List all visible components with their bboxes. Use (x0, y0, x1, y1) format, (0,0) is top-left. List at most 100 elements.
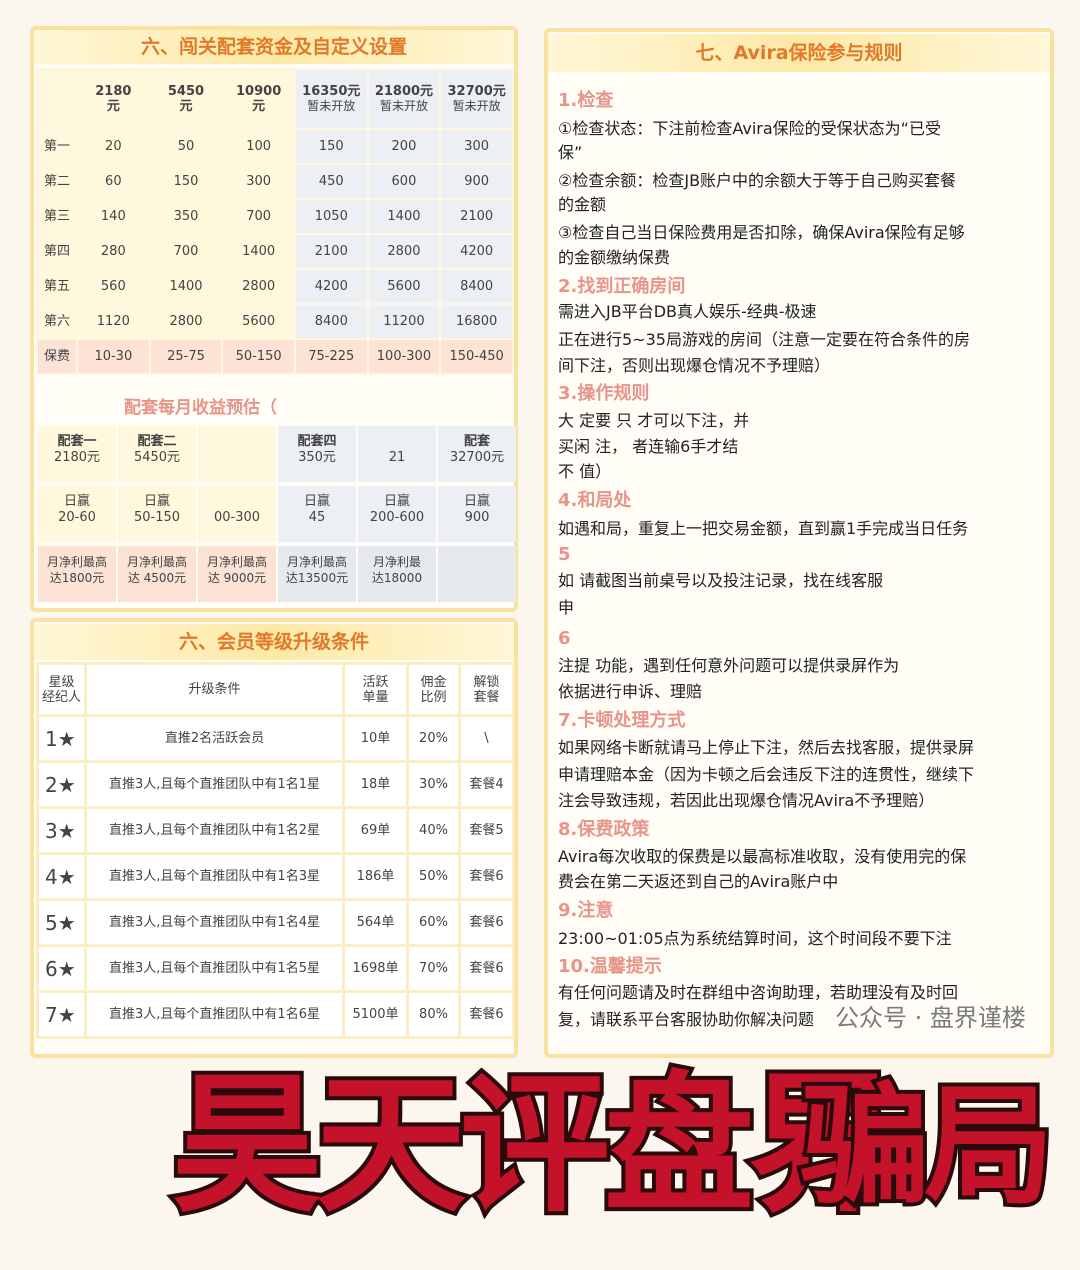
package-name: 配套四 (297, 434, 337, 449)
column-header: 5450 元 (148, 68, 224, 130)
column-unit: 元 (252, 99, 266, 114)
package-name (358, 434, 436, 450)
monthly-value: 达 9000元 (207, 571, 267, 585)
watermark: 公众号 · 盘界谨楼 (835, 1004, 1026, 1032)
table-cell: 40% (406, 806, 461, 855)
daily-label: 日赢 (303, 494, 330, 509)
package-price: 32700元 (449, 450, 505, 465)
table-cell: 直推2名活跃会员 (84, 714, 345, 763)
rule-line: 的金额 (558, 195, 607, 214)
row-label: 第五 (36, 268, 78, 305)
daily-range: 50-150 (133, 510, 181, 525)
package-name: 配套二 (137, 434, 177, 449)
column-unit: 元 (106, 99, 120, 114)
column-unit: 元 (179, 99, 193, 114)
table-cell: 3★ (36, 806, 87, 855)
table-header-row: 2180 元 5450 元 10900 元 16350元 暂未开放 21800元 暂未开放 3270… (36, 68, 514, 130)
rule-line: 买闲 注， 者连输6手才结 (558, 437, 739, 456)
table-cell: 套餐6 (458, 990, 515, 1039)
row-label: 保费 (36, 338, 78, 375)
column-amount: 5450 (167, 84, 205, 99)
package-monthly-box: 月净利最 达18000 (358, 546, 436, 602)
package-daily-box: 日赢 20-60 (38, 486, 116, 542)
member-level-table: 星级 经纪人 升级条件 活跃 单量 佣金 比例 解锁 套餐 1★ 直推2名活跃会员 10单 20… (36, 662, 515, 1039)
table-cell: 8400 (293, 303, 369, 340)
table-cell: 20% (406, 714, 461, 763)
table-cell: 直推3人,且每个直推团队中有1名1星 (84, 760, 345, 809)
package-monthly-box: 月净利最高 达13500元 (278, 546, 356, 602)
rule-line: 申 (558, 598, 575, 617)
daily-label: 日赢 (63, 494, 90, 509)
table-cell: 700 (148, 233, 224, 270)
funding-panel: 六、闯关配套资金及自定义设置 2180 元 5450 元 10900 元 16350元 暂未开… (30, 26, 518, 612)
table-cell: 5600 (221, 303, 296, 340)
table-cell: 100 (221, 128, 296, 165)
package-price: 350元 (298, 450, 336, 465)
row-label: 第一 (36, 128, 78, 165)
table-cell: 直推3人,且每个直推团队中有1名3星 (84, 852, 345, 901)
table-cell: 1400 (366, 198, 442, 235)
table-cell: 1400 (148, 268, 224, 305)
table-cell: 6★ (36, 944, 87, 993)
table-cell: 11200 (366, 303, 442, 340)
rule-heading: 10.温馨提示 (558, 956, 662, 977)
monthly-value: 达13500元 (285, 571, 349, 585)
column-amount: 21800元 (374, 84, 434, 99)
table-cell: 直推3人,且每个直推团队中有1名5星 (84, 944, 345, 993)
table-row: 6★ 直推3人,且每个直推团队中有1名5星 1698单 70% 套餐6 (36, 944, 515, 993)
corner-cell (36, 68, 78, 130)
column-header: 升级条件 (84, 662, 345, 717)
table-cell: 60 (76, 163, 151, 200)
table-cell: 600 (366, 163, 442, 200)
rule-heading: 2.找到正确房间 (558, 276, 686, 297)
daily-range: 45 (308, 510, 326, 525)
table-cell: 2100 (439, 198, 514, 235)
table-cell: 560 (76, 268, 151, 305)
table-cell: 套餐6 (458, 852, 515, 901)
table-row: 4★ 直推3人,且每个直推团队中有1名3星 186单 50% 套餐6 (36, 852, 515, 901)
table-cell: 4200 (439, 233, 514, 270)
table-cell: 150 (293, 128, 369, 165)
rule-line: 注会导致违规，若因此出现爆仓情况Avira不予理赔） (558, 791, 935, 810)
monthly-value: 达1800元 (49, 571, 105, 585)
rule-heading: 7.卡顿处理方式 (558, 710, 686, 731)
member-level-title: 六、会员等级升级条件 (34, 624, 514, 660)
table-cell: 直推3人,且每个直推团队中有1名2星 (84, 806, 345, 855)
package-price-box: 配套 32700元 (438, 426, 516, 482)
table-cell: 5100单 (342, 990, 409, 1039)
column-header: 星级 经纪人 (36, 662, 87, 717)
table-cell: 300 (221, 163, 296, 200)
rule-heading: 1.检查 (558, 90, 614, 111)
table-cell: 564单 (342, 898, 409, 947)
package-daily-box: 日赢 50-150 (118, 486, 196, 542)
table-header-row: 星级 经纪人 升级条件 活跃 单量 佣金 比例 解锁 套餐 (36, 662, 515, 717)
table-row: 第一 20 50 100 150 200 300 (36, 128, 514, 165)
rule-line: 的金额缴纳保费 (558, 248, 671, 267)
table-cell: 4★ (36, 852, 87, 901)
package-price-box: 配套四 350元 (278, 426, 356, 482)
package-price-box (198, 426, 276, 482)
funding-title: 六、闯关配套资金及自定义设置 (34, 30, 514, 64)
rule-line: 有任何问题请及时在群组中咨询助理，若助理没有及时回 (558, 983, 959, 1002)
table-cell: 5600 (366, 268, 442, 305)
column-amount: 16350元 (302, 84, 361, 99)
table-row: 1★ 直推2名活跃会员 10单 20% \ (36, 714, 515, 763)
table-cell: 2800 (148, 303, 224, 340)
table-cell: 350 (148, 198, 224, 235)
table-cell: 10单 (342, 714, 409, 763)
daily-label: 日赢 (143, 494, 170, 509)
table-cell: 套餐6 (458, 898, 515, 947)
daily-label (198, 494, 276, 510)
table-cell: 1★ (36, 714, 87, 763)
table-row: 第六 1120 2800 5600 8400 11200 16800 (36, 303, 514, 340)
monthly-label: 月净利最高 (126, 555, 187, 569)
table-cell: 80% (406, 990, 461, 1039)
rule-line: 23:00~01:05点为系统结算时间，这个时间段不要下注 (558, 929, 952, 948)
table-cell: 10-30 (76, 338, 151, 375)
column-header: 佣金 比例 (406, 662, 461, 717)
rule-line: 注提 功能，遇到任何意外问题可以提供录屏作为 (558, 656, 900, 675)
monthly-label: 月净利最高 (206, 555, 267, 569)
rule-heading: 6 (558, 628, 571, 649)
rule-heading: 3.操作规则 (558, 383, 650, 404)
table-cell: 1698单 (342, 944, 409, 993)
